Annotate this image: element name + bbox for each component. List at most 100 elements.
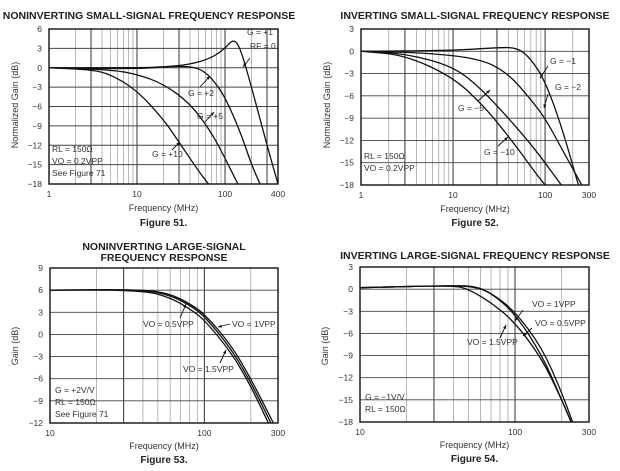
annotation-label: G = −2 — [555, 82, 581, 92]
x-axis-label: Frequency (MHz) — [128, 203, 199, 213]
y-tick-label: −3 — [343, 306, 353, 316]
annotation-label: VO = 1.5VPP — [467, 337, 518, 347]
condition-note: RL = 150Ω — [365, 404, 406, 414]
condition-note: G = +2V/V — [55, 385, 95, 395]
series-line-g-2 — [48, 65, 261, 185]
arrowhead-icon — [218, 324, 222, 328]
y-tick-label: −6 — [344, 91, 354, 101]
arrowhead-icon — [176, 142, 180, 146]
x-tick-label: 10 — [45, 428, 55, 438]
y-tick-label: 0 — [348, 284, 353, 294]
series-line-g-5 — [360, 50, 562, 186]
x-axis-label: Frequency (MHz) — [440, 204, 510, 214]
annotation-label: VO = 1VPP — [532, 299, 576, 309]
arrowhead-icon — [183, 304, 186, 308]
chart-svg: 3 0 −3 −6 −9 −12 −15 −18 1 10 100 300 G = −1 G = −2 G … — [340, 24, 597, 200]
y-tick-label: 3 — [38, 307, 43, 317]
y-tick-label: 3 — [348, 262, 353, 272]
x-tick-label: 10 — [448, 190, 458, 200]
figure-caption: Figure 51. — [139, 218, 188, 229]
series-line-g-10 — [360, 50, 546, 186]
annotation-label: G = +10 — [152, 149, 183, 159]
y-tick-label: −6 — [33, 374, 43, 384]
figure-53-chart: NONINVERTING LARGE-SIGNAL FREQUENCY RESP… — [0, 235, 310, 471]
figure-54-chart: INVERTING LARGE-SIGNAL FREQUENCY RESPONS… — [310, 235, 620, 471]
y-tick-label: −18 — [339, 417, 354, 427]
series-line-g-1 — [360, 46, 580, 186]
y-tick-label: 6 — [38, 285, 43, 295]
x-tick-label: 300 — [582, 190, 596, 200]
x-tick-label: 1 — [47, 189, 52, 199]
arrowhead-icon — [223, 350, 226, 354]
condition-note: RL = 150Ω — [52, 144, 93, 154]
arrowhead-icon — [486, 90, 490, 94]
y-tick-label: −12 — [29, 418, 44, 428]
condition-note: VO = 0.2VPP — [52, 156, 103, 166]
y-tick-label: −12 — [28, 140, 43, 150]
figure-51-chart: NONINVERTING SMALL-SIGNAL FREQUENCY RESP… — [0, 0, 310, 236]
chart-svg: 6 3 0 −3 −6 −9 −12 −15 −18 1 10 100 400 G = +1 RF = 0 G… — [28, 24, 286, 199]
y-tick-label: −3 — [344, 69, 354, 79]
figure-caption: Figure 53. — [140, 455, 188, 466]
y-tick-label: 3 — [37, 43, 42, 53]
y-tick-label: −12 — [339, 373, 354, 383]
arrowhead-icon — [540, 74, 544, 78]
condition-note: VO = 0.2VPP — [364, 163, 415, 173]
x-tick-label: 300 — [582, 427, 596, 437]
annotation-label: VO = 1.5VPP — [183, 364, 234, 374]
y-tick-label: −12 — [340, 135, 355, 145]
series-line-g-10 — [48, 67, 210, 185]
y-tick-label: −6 — [343, 328, 353, 338]
y-tick-label: −9 — [33, 396, 43, 406]
y-tick-label: −18 — [340, 180, 355, 190]
chart-title: INVERTING LARGE-SIGNAL FREQUENCY RESPONS… — [340, 250, 610, 262]
y-tick-label: 3 — [349, 24, 354, 34]
y-tick-label: 6 — [37, 24, 42, 34]
chart-title: INVERTING SMALL-SIGNAL FREQUENCY RESPONS… — [340, 10, 610, 22]
annotation-label: G = −5 — [458, 103, 484, 113]
series-line-g-5 — [48, 67, 239, 185]
condition-note: RL = 150Ω — [364, 151, 405, 161]
annotation-label: G = −1 — [550, 56, 576, 66]
y-tick-label: 0 — [37, 63, 42, 73]
x-tick-label: 100 — [197, 428, 211, 438]
series-line-g-2 — [360, 50, 583, 186]
y-tick-label: 9 — [38, 263, 43, 273]
x-tick-label: 100 — [538, 190, 552, 200]
arrowhead-icon — [504, 137, 508, 141]
annotation-label: G = −10 — [484, 147, 515, 157]
series-line-vo-1-5vpp — [359, 285, 572, 423]
figure-52-chart: INVERTING SMALL-SIGNAL FREQUENCY RESPONS… — [310, 0, 620, 236]
x-axis-label: Frequency (MHz) — [129, 441, 199, 451]
plot-frame — [49, 267, 279, 424]
plot-frame — [359, 266, 590, 423]
x-tick-label: 10 — [355, 427, 365, 437]
condition-note: See Figure 71 — [52, 168, 106, 178]
arrowhead-icon — [210, 112, 214, 116]
condition-note: G = −1V/V — [365, 392, 405, 402]
condition-note: See Figure 71 — [55, 409, 109, 419]
x-axis-label: Frequency (MHz) — [439, 440, 510, 450]
x-tick-label: 100 — [508, 427, 522, 437]
y-tick-label: −15 — [340, 158, 355, 168]
chart-title: NONINVERTING LARGE-SIGNAL FREQUENCY RESP… — [82, 241, 246, 264]
y-tick-label: −3 — [33, 352, 43, 362]
y-tick-label: −6 — [32, 102, 42, 112]
y-tick-label: −9 — [32, 121, 42, 131]
y-tick-label: −15 — [339, 395, 354, 405]
figure-caption: Figure 54. — [450, 454, 499, 465]
arrowhead-icon — [543, 104, 547, 108]
plot-frame — [48, 28, 279, 185]
y-tick-label: −18 — [28, 179, 43, 189]
chart-title: NONINVERTING SMALL-SIGNAL FREQUENCY RESP… — [2, 10, 296, 22]
series-line-vo-1-5vpp — [50, 289, 269, 424]
series-line-g-1 — [48, 40, 279, 185]
x-tick-label: 300 — [271, 428, 285, 438]
y-tick-label: −9 — [344, 113, 354, 123]
arrowhead-icon — [243, 63, 247, 67]
annotation-label: VO = 0.5VPP — [143, 319, 194, 329]
arrowhead-icon — [503, 325, 506, 329]
y-tick-label: −3 — [32, 82, 42, 92]
